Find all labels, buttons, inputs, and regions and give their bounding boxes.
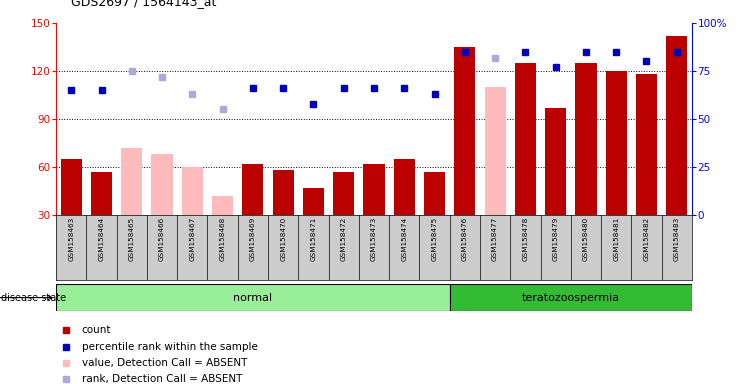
Bar xyxy=(303,188,324,215)
Text: GSM158464: GSM158464 xyxy=(99,217,105,261)
Bar xyxy=(212,196,233,215)
Text: GSM158483: GSM158483 xyxy=(674,217,680,261)
Bar xyxy=(424,172,445,215)
Text: value, Detection Call = ABSENT: value, Detection Call = ABSENT xyxy=(82,358,247,368)
Text: GSM158476: GSM158476 xyxy=(462,217,468,261)
Bar xyxy=(333,172,355,215)
Text: GSM158465: GSM158465 xyxy=(129,217,135,261)
Bar xyxy=(242,164,263,215)
Bar xyxy=(272,170,294,215)
Bar xyxy=(454,47,476,215)
Bar xyxy=(364,164,384,215)
Text: GSM158471: GSM158471 xyxy=(310,217,316,261)
Bar xyxy=(636,74,657,215)
Text: disease state: disease state xyxy=(1,293,66,303)
Bar xyxy=(56,284,450,311)
Text: percentile rank within the sample: percentile rank within the sample xyxy=(82,342,257,352)
Text: GDS2697 / 1564143_at: GDS2697 / 1564143_at xyxy=(71,0,216,8)
Bar xyxy=(515,63,536,215)
Text: GSM158463: GSM158463 xyxy=(68,217,74,261)
Text: GSM158470: GSM158470 xyxy=(280,217,286,261)
Text: GSM158469: GSM158469 xyxy=(250,217,256,261)
Text: GSM158477: GSM158477 xyxy=(492,217,498,261)
Text: GSM158482: GSM158482 xyxy=(643,217,649,261)
Bar xyxy=(606,71,627,215)
Bar xyxy=(61,159,82,215)
Bar xyxy=(182,167,203,215)
Text: GSM158472: GSM158472 xyxy=(341,217,347,261)
Text: GSM158468: GSM158468 xyxy=(220,217,226,261)
Text: GSM158481: GSM158481 xyxy=(613,217,619,261)
Bar xyxy=(393,159,415,215)
Bar xyxy=(666,36,687,215)
Bar xyxy=(575,63,596,215)
Text: GSM158478: GSM158478 xyxy=(522,217,528,261)
Text: GSM158473: GSM158473 xyxy=(371,217,377,261)
Text: GSM158474: GSM158474 xyxy=(401,217,407,261)
Text: GSM158467: GSM158467 xyxy=(189,217,195,261)
Text: normal: normal xyxy=(233,293,272,303)
Text: count: count xyxy=(82,326,111,336)
Bar xyxy=(151,154,173,215)
Text: GSM158480: GSM158480 xyxy=(583,217,589,261)
Bar xyxy=(450,284,692,311)
Text: rank, Detection Call = ABSENT: rank, Detection Call = ABSENT xyxy=(82,374,242,384)
Bar xyxy=(485,87,506,215)
Text: GSM158475: GSM158475 xyxy=(432,217,438,261)
Text: teratozoospermia: teratozoospermia xyxy=(522,293,620,303)
Bar xyxy=(91,172,112,215)
Text: GSM158479: GSM158479 xyxy=(553,217,559,261)
Bar xyxy=(121,148,142,215)
Text: GSM158466: GSM158466 xyxy=(159,217,165,261)
Bar xyxy=(545,108,566,215)
